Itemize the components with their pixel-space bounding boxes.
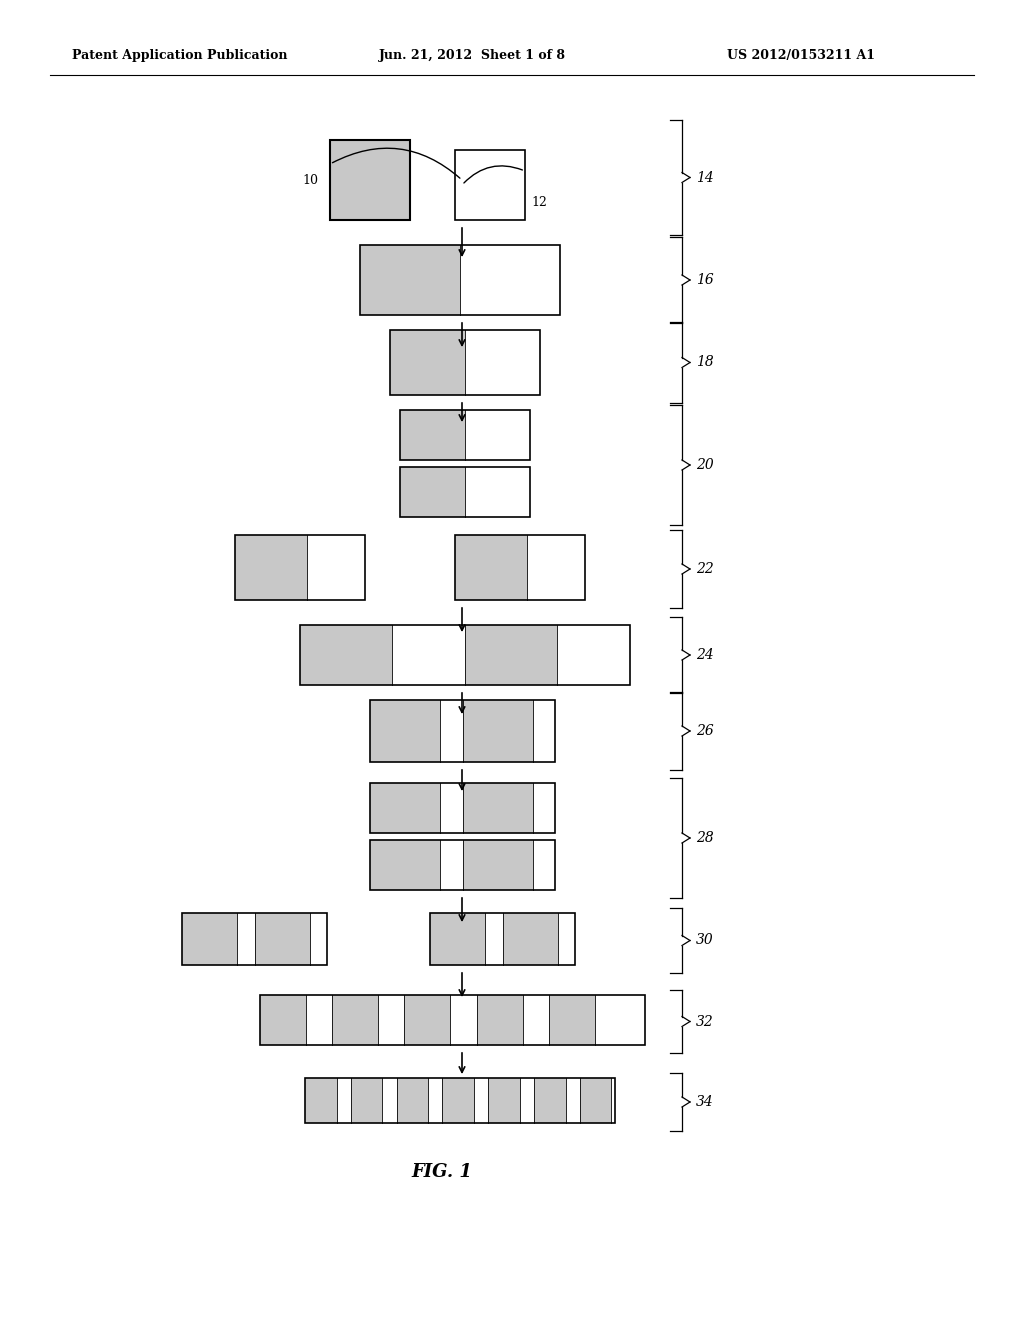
Bar: [455, 535, 585, 601]
Text: 26: 26: [696, 723, 714, 738]
Bar: [182, 913, 327, 965]
Bar: [400, 411, 530, 459]
Bar: [440, 840, 463, 890]
Text: Jun. 21, 2012  Sheet 1 of 8: Jun. 21, 2012 Sheet 1 of 8: [379, 49, 566, 62]
Bar: [451, 995, 476, 1045]
Bar: [330, 140, 410, 220]
Bar: [305, 1078, 337, 1123]
Bar: [260, 995, 645, 1045]
Bar: [534, 1078, 565, 1123]
Bar: [463, 700, 532, 762]
Text: 28: 28: [696, 832, 714, 845]
Bar: [455, 535, 526, 601]
Bar: [522, 995, 549, 1045]
Bar: [474, 1078, 488, 1123]
Bar: [351, 1078, 383, 1123]
Bar: [503, 913, 558, 965]
Bar: [460, 246, 560, 315]
Bar: [400, 467, 530, 517]
Text: US 2012/0153211 A1: US 2012/0153211 A1: [727, 49, 876, 62]
Bar: [378, 995, 404, 1045]
Bar: [465, 411, 530, 459]
Bar: [300, 624, 630, 685]
Text: 12: 12: [531, 197, 547, 210]
Text: 34: 34: [696, 1096, 714, 1109]
Bar: [260, 995, 306, 1045]
Bar: [465, 624, 557, 685]
Text: 10: 10: [302, 173, 318, 186]
Bar: [463, 783, 532, 833]
Text: 18: 18: [696, 355, 714, 370]
Bar: [255, 913, 309, 965]
Bar: [305, 1078, 615, 1123]
Bar: [234, 535, 306, 601]
Text: FIG. 1: FIG. 1: [412, 1163, 472, 1181]
Bar: [463, 840, 532, 890]
Bar: [532, 700, 555, 762]
Bar: [400, 467, 465, 517]
Bar: [404, 995, 451, 1045]
Bar: [238, 913, 255, 965]
Bar: [440, 783, 463, 833]
Bar: [455, 150, 525, 220]
Bar: [182, 913, 238, 965]
Text: Patent Application Publication: Patent Application Publication: [72, 49, 287, 62]
Bar: [428, 1078, 442, 1123]
Bar: [332, 995, 378, 1045]
Bar: [532, 840, 555, 890]
Bar: [526, 535, 585, 601]
Text: 32: 32: [696, 1015, 714, 1028]
Bar: [455, 150, 525, 220]
Text: 16: 16: [696, 273, 714, 286]
Bar: [370, 700, 555, 762]
Text: 30: 30: [696, 933, 714, 948]
Bar: [306, 995, 332, 1045]
Bar: [300, 624, 392, 685]
Text: 22: 22: [696, 562, 714, 576]
Text: 24: 24: [696, 648, 714, 663]
Bar: [611, 1078, 615, 1123]
Bar: [558, 913, 575, 965]
Bar: [485, 913, 503, 965]
Bar: [337, 1078, 351, 1123]
Bar: [549, 995, 595, 1045]
Bar: [370, 783, 555, 833]
Bar: [532, 783, 555, 833]
Text: 14: 14: [696, 170, 714, 185]
Bar: [383, 1078, 396, 1123]
Bar: [565, 1078, 580, 1123]
Bar: [370, 840, 555, 890]
Text: 20: 20: [696, 458, 714, 473]
Bar: [330, 140, 410, 220]
Bar: [360, 246, 560, 315]
Bar: [390, 330, 540, 395]
Bar: [306, 535, 365, 601]
Bar: [309, 913, 327, 965]
Bar: [520, 1078, 534, 1123]
Bar: [234, 535, 365, 601]
Bar: [370, 840, 440, 890]
Bar: [430, 913, 485, 965]
Bar: [370, 700, 440, 762]
Bar: [390, 330, 465, 395]
Bar: [430, 913, 575, 965]
Bar: [360, 246, 460, 315]
Bar: [465, 467, 530, 517]
Bar: [400, 411, 465, 459]
Bar: [442, 1078, 474, 1123]
Bar: [370, 783, 440, 833]
Bar: [580, 1078, 611, 1123]
Bar: [396, 1078, 428, 1123]
Bar: [595, 995, 645, 1045]
Bar: [476, 995, 522, 1045]
Bar: [465, 330, 540, 395]
Bar: [392, 624, 465, 685]
Bar: [557, 624, 630, 685]
Bar: [440, 700, 463, 762]
Bar: [488, 1078, 520, 1123]
